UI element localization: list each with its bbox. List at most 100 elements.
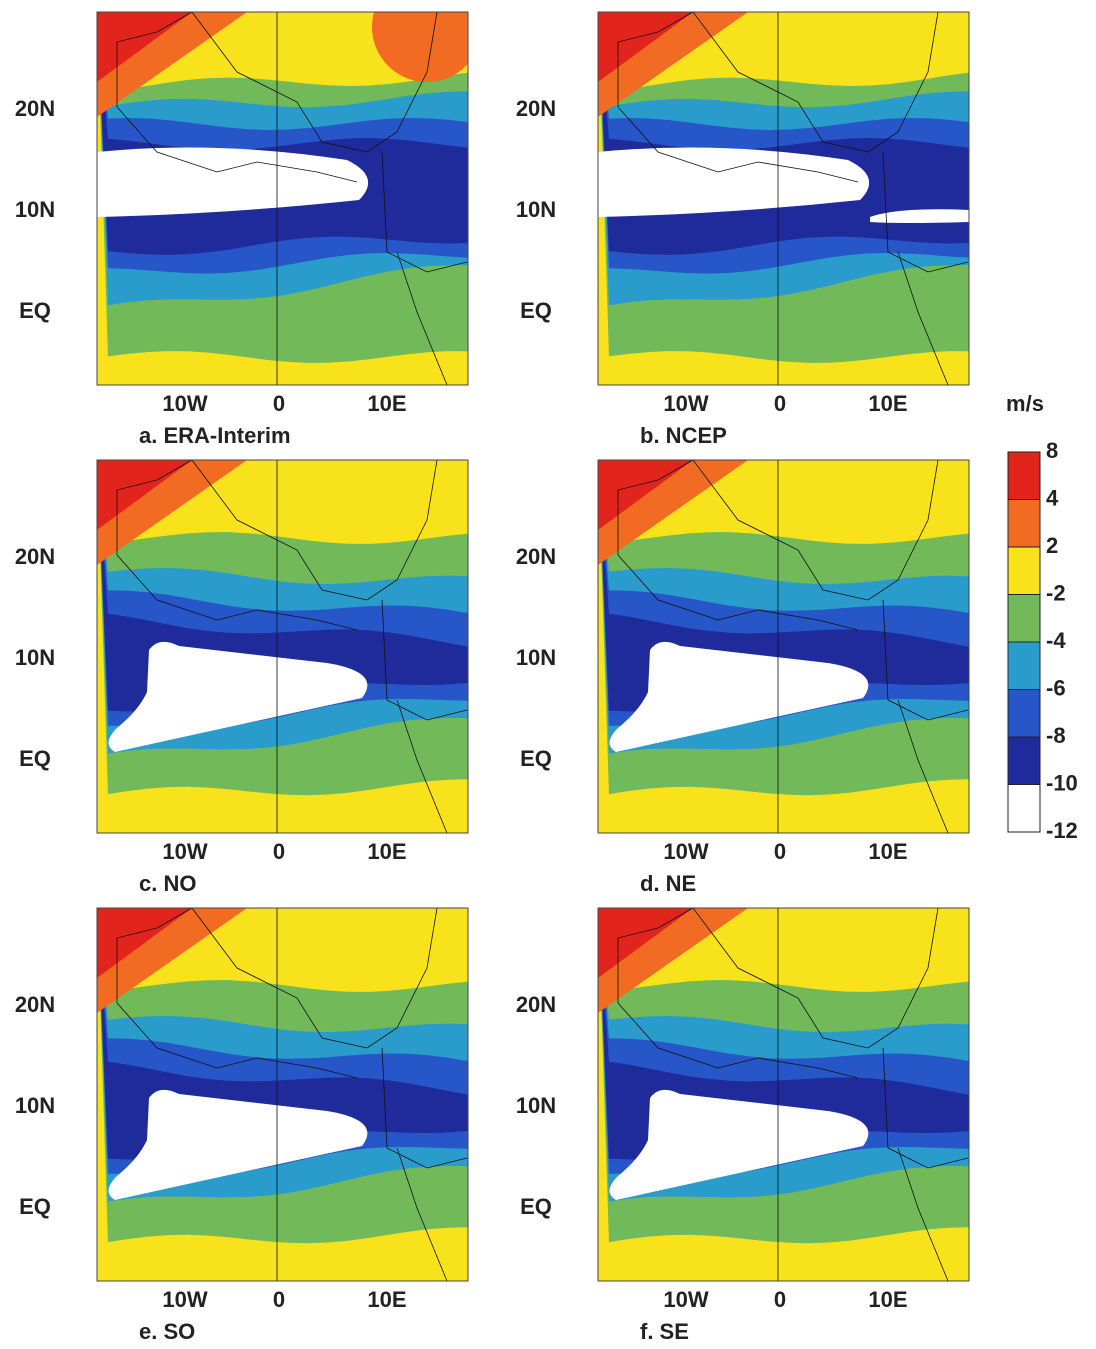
border (396, 251, 448, 385)
lat-tick-label: 20N (15, 992, 55, 1017)
border (381, 151, 468, 273)
border (617, 12, 694, 107)
contour-band (598, 460, 693, 530)
lat-tick-label: EQ (520, 1194, 552, 1219)
border (116, 106, 358, 183)
border (116, 460, 193, 555)
contour-band (97, 460, 192, 530)
lon-tick-label: 10E (868, 1287, 907, 1312)
colorbar-box (1007, 594, 1041, 643)
map-panel (598, 12, 969, 385)
border (396, 699, 448, 833)
lon-tick-label: 0 (273, 391, 285, 416)
border (617, 908, 694, 1003)
lat-tick-label: 20N (15, 96, 55, 121)
map-panel (598, 908, 969, 1281)
colorbar-box (1007, 451, 1041, 500)
lat-tick-label: 10N (15, 645, 55, 670)
panel-frame (597, 11, 970, 386)
border (116, 1002, 358, 1079)
lon-tick-label: 0 (774, 391, 786, 416)
contour-band (598, 147, 870, 217)
lon-tick-label: 0 (273, 1287, 285, 1312)
border (617, 460, 694, 555)
border (191, 460, 438, 601)
lat-tick-label: 10N (15, 1093, 55, 1118)
border (897, 251, 949, 385)
panel-label: c. NO (139, 871, 196, 896)
border (116, 908, 193, 1003)
lon-tick-label: 0 (273, 839, 285, 864)
panel-frame (96, 11, 469, 386)
lat-tick-label: 20N (516, 992, 556, 1017)
border (882, 1047, 969, 1169)
contour-band (870, 209, 969, 223)
lon-tick-label: 10W (162, 839, 207, 864)
contour-band (609, 641, 869, 752)
lon-tick-label: 10W (162, 1287, 207, 1312)
colorbar-label: -12 (1046, 818, 1078, 843)
lon-tick-label: 10W (663, 391, 708, 416)
border (692, 908, 939, 1049)
lat-tick-label: EQ (19, 746, 51, 771)
colorbar-box (1007, 546, 1041, 595)
colorbar-label: 2 (1046, 533, 1058, 558)
contour-band (97, 12, 192, 82)
lat-tick-label: EQ (19, 1194, 51, 1219)
colorbar-label: -10 (1046, 770, 1078, 795)
lon-tick-label: 0 (774, 839, 786, 864)
colorbar-box (1007, 784, 1041, 833)
contour-band (372, 12, 468, 82)
panel-label: a. ERA-Interim (139, 423, 291, 448)
panel-label: f. SE (640, 1319, 689, 1344)
border (692, 12, 939, 153)
border (381, 599, 468, 721)
panel-label: d. NE (640, 871, 696, 896)
lat-tick-label: 10N (15, 197, 55, 222)
lat-tick-label: 10N (516, 645, 556, 670)
panel-label: b. NCEP (640, 423, 727, 448)
lon-tick-label: 10E (367, 839, 406, 864)
lon-tick-label: 10E (868, 391, 907, 416)
border (396, 1147, 448, 1281)
map-panel (97, 12, 468, 385)
lon-tick-label: 10E (868, 839, 907, 864)
lat-tick-label: 20N (516, 544, 556, 569)
border (617, 554, 859, 631)
lon-tick-label: 10W (663, 1287, 708, 1312)
border (897, 1147, 949, 1281)
border (897, 699, 949, 833)
panel-label: e. SO (139, 1319, 195, 1344)
contour-band (598, 908, 693, 978)
colorbar-label: 4 (1046, 485, 1059, 510)
lat-tick-label: 20N (15, 544, 55, 569)
colorbar-label: 8 (1046, 438, 1058, 463)
map-panel (97, 908, 468, 1281)
lat-tick-label: 10N (516, 197, 556, 222)
lon-tick-label: 0 (774, 1287, 786, 1312)
contour-band (609, 1089, 869, 1200)
border (882, 151, 969, 273)
border (617, 1002, 859, 1079)
contour-band (108, 1089, 368, 1200)
panel-frame (96, 907, 469, 1282)
map-panel (97, 460, 468, 833)
lat-tick-label: EQ (19, 298, 51, 323)
lat-tick-label: EQ (520, 298, 552, 323)
border (381, 1047, 468, 1169)
border (116, 12, 193, 107)
colorbar-label: -4 (1046, 628, 1066, 653)
border (116, 554, 358, 631)
border (692, 460, 939, 601)
lat-tick-label: 10N (516, 1093, 556, 1118)
border (882, 599, 969, 721)
panel-frame (96, 459, 469, 834)
colorbar-label: -8 (1046, 723, 1066, 748)
contour-band (108, 641, 368, 752)
contour-band (97, 147, 369, 217)
contour-band (97, 908, 192, 978)
border (617, 106, 859, 183)
border (191, 908, 438, 1049)
